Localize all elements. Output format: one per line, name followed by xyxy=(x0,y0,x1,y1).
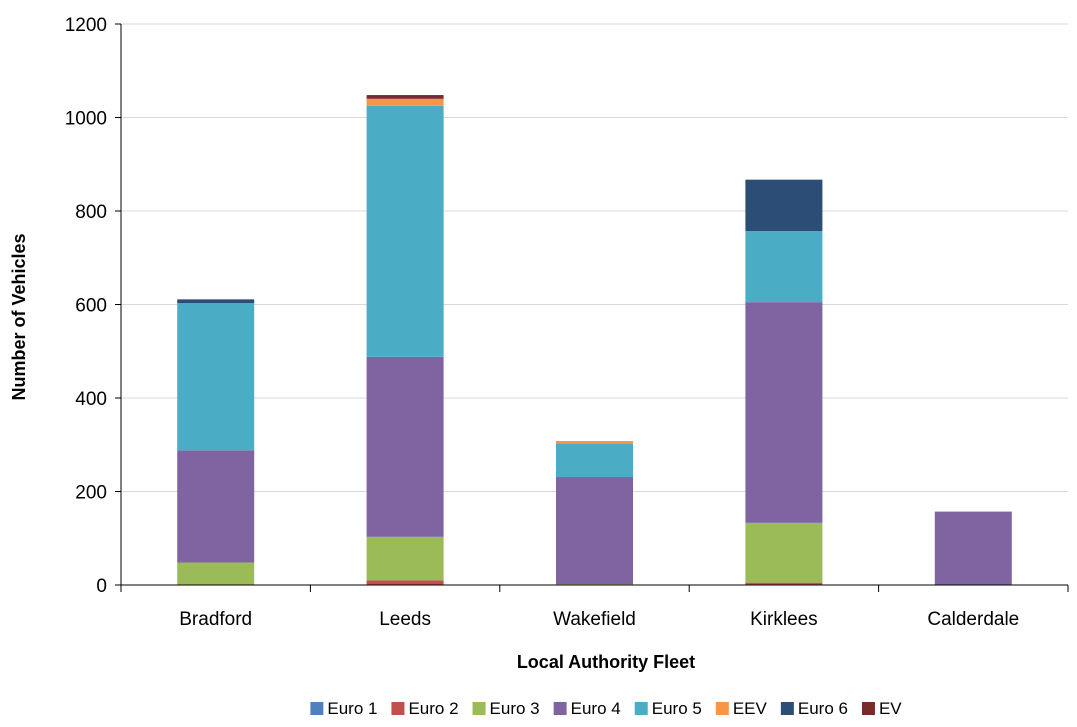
x-tick-label: Leeds xyxy=(379,609,431,630)
bar-segment xyxy=(366,98,444,106)
bar-segment xyxy=(366,580,444,585)
y-tick-label: 1200 xyxy=(65,15,107,36)
bar-segment xyxy=(177,562,255,585)
legend-label: EEV xyxy=(733,699,768,718)
legend-item: EV xyxy=(861,699,902,718)
bar-segment xyxy=(177,303,255,451)
legend-item: EEV xyxy=(715,699,768,718)
legend-swatch xyxy=(391,702,405,715)
bar-segment xyxy=(366,356,444,537)
bar-segment xyxy=(556,441,633,444)
axes: 0 200 400 600 800 1000 1200 Bradford Leeds Wakefi… xyxy=(65,15,1069,630)
bar-segment xyxy=(556,477,633,585)
bar-segment xyxy=(366,95,444,99)
bar-segment xyxy=(177,450,255,563)
legend-label: Euro 3 xyxy=(490,699,540,718)
x-tick-label: Kirklees xyxy=(750,609,818,630)
legend-swatch xyxy=(780,702,794,715)
y-tick-label: 600 xyxy=(75,296,107,317)
y-tick-label: 200 xyxy=(75,483,107,504)
legend-label: Euro 6 xyxy=(798,699,848,718)
bar-segment xyxy=(934,511,1012,585)
y-tick-label: 400 xyxy=(75,389,107,410)
x-tick-label: Bradford xyxy=(179,609,252,630)
x-tick-label: Wakefield xyxy=(553,609,636,630)
bar-segment xyxy=(556,443,633,478)
legend-item: Euro 3 xyxy=(472,699,540,718)
y-tick-label: 0 xyxy=(96,576,107,597)
bar-segment xyxy=(745,302,823,523)
legend-swatch xyxy=(715,702,729,715)
legend-item: Euro 5 xyxy=(634,699,702,718)
x-axis-title: Local Authority Fleet xyxy=(517,652,695,672)
legend-item: Euro 6 xyxy=(780,699,848,718)
legend-label: Euro 2 xyxy=(408,699,458,718)
legend-label: Euro 4 xyxy=(571,699,621,718)
y-tick-label: 800 xyxy=(75,202,107,223)
legend-swatch xyxy=(553,702,567,715)
bar-segment xyxy=(366,536,444,581)
bars xyxy=(177,95,1012,585)
bar-segment xyxy=(745,522,823,583)
legend: Euro 1 Euro 2 Euro 3 Euro 4 Euro 5 EEV Euro 6 E… xyxy=(310,699,902,718)
gridlines xyxy=(121,23,1068,492)
legend-swatch xyxy=(472,702,486,715)
y-tick-label: 1000 xyxy=(65,109,107,130)
bar-segment xyxy=(177,299,255,304)
bar-segment xyxy=(745,179,823,232)
bar-segment xyxy=(366,105,444,357)
bar-segment xyxy=(745,582,823,585)
legend-swatch xyxy=(634,702,648,715)
legend-swatch xyxy=(861,702,875,715)
legend-label: Euro 5 xyxy=(652,699,702,718)
y-axis-title: Number of Vehicles xyxy=(9,233,29,400)
bar-segment xyxy=(745,231,823,303)
legend-label: Euro 1 xyxy=(327,699,377,718)
legend-swatch xyxy=(310,702,324,715)
legend-item: Euro 4 xyxy=(553,699,621,718)
x-tick-label: Calderdale xyxy=(927,609,1019,630)
legend-item: Euro 2 xyxy=(391,699,459,718)
legend-label: EV xyxy=(879,699,902,718)
legend-item: Euro 1 xyxy=(310,699,377,718)
